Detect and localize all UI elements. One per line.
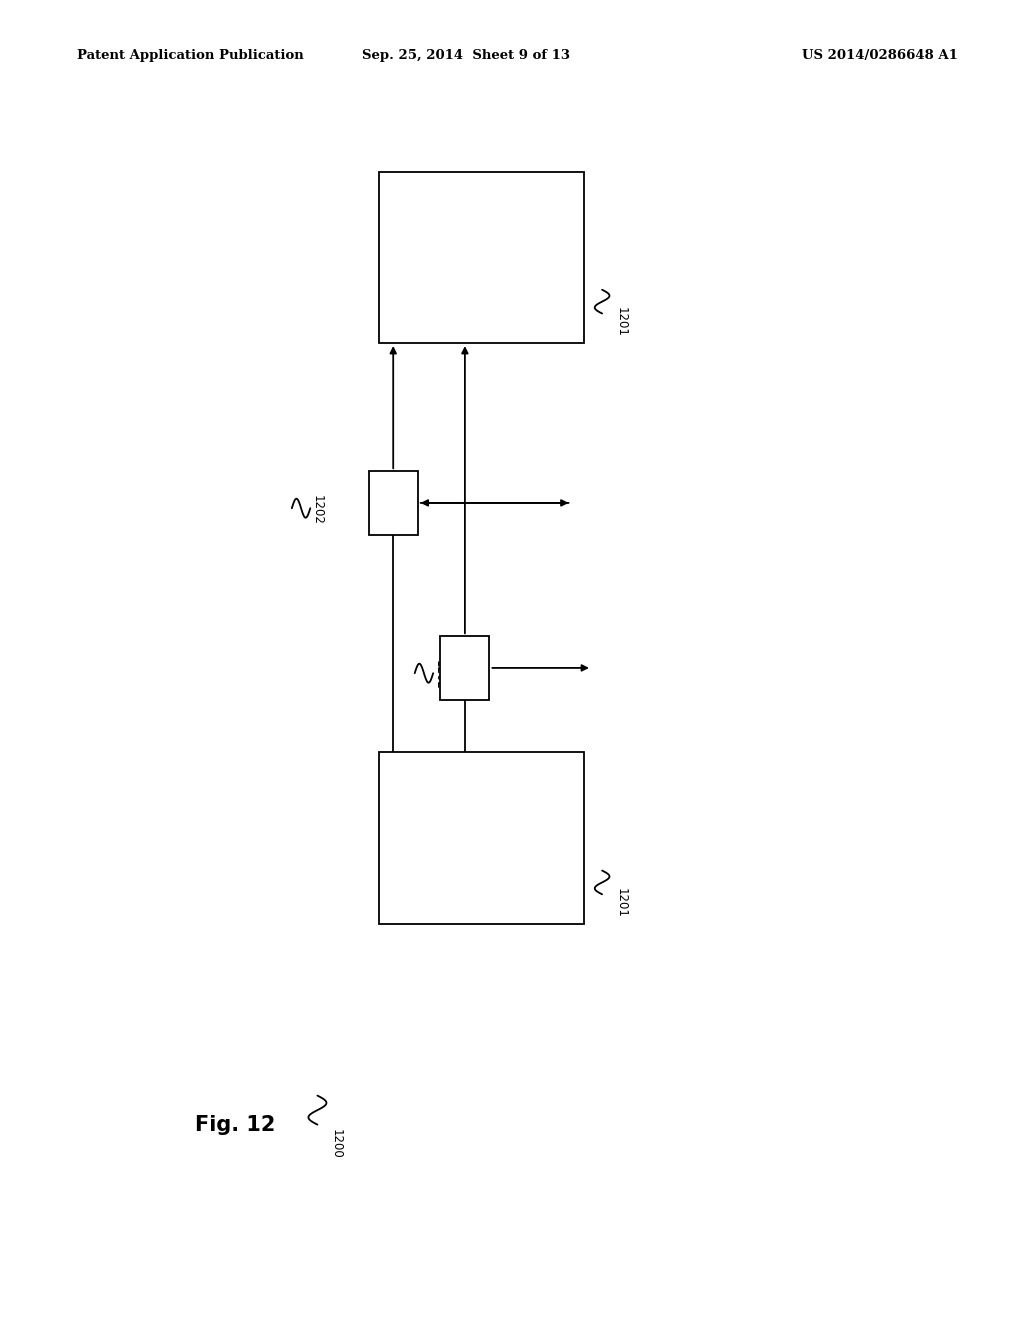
Text: Patent Application Publication: Patent Application Publication	[77, 49, 303, 62]
Text: Fig. 12: Fig. 12	[196, 1114, 275, 1135]
Text: 1200: 1200	[330, 1129, 343, 1159]
Text: 1201: 1201	[614, 887, 628, 917]
Text: Sep. 25, 2014  Sheet 9 of 13: Sep. 25, 2014 Sheet 9 of 13	[361, 49, 570, 62]
Text: 1201: 1201	[614, 308, 628, 337]
Bar	[440, 636, 489, 700]
Bar	[379, 752, 584, 924]
Bar	[379, 172, 584, 343]
Text: 1202: 1202	[433, 660, 446, 689]
Text: US 2014/0286648 A1: US 2014/0286648 A1	[802, 49, 957, 62]
Text: 1202: 1202	[310, 495, 324, 524]
Bar	[369, 471, 418, 535]
